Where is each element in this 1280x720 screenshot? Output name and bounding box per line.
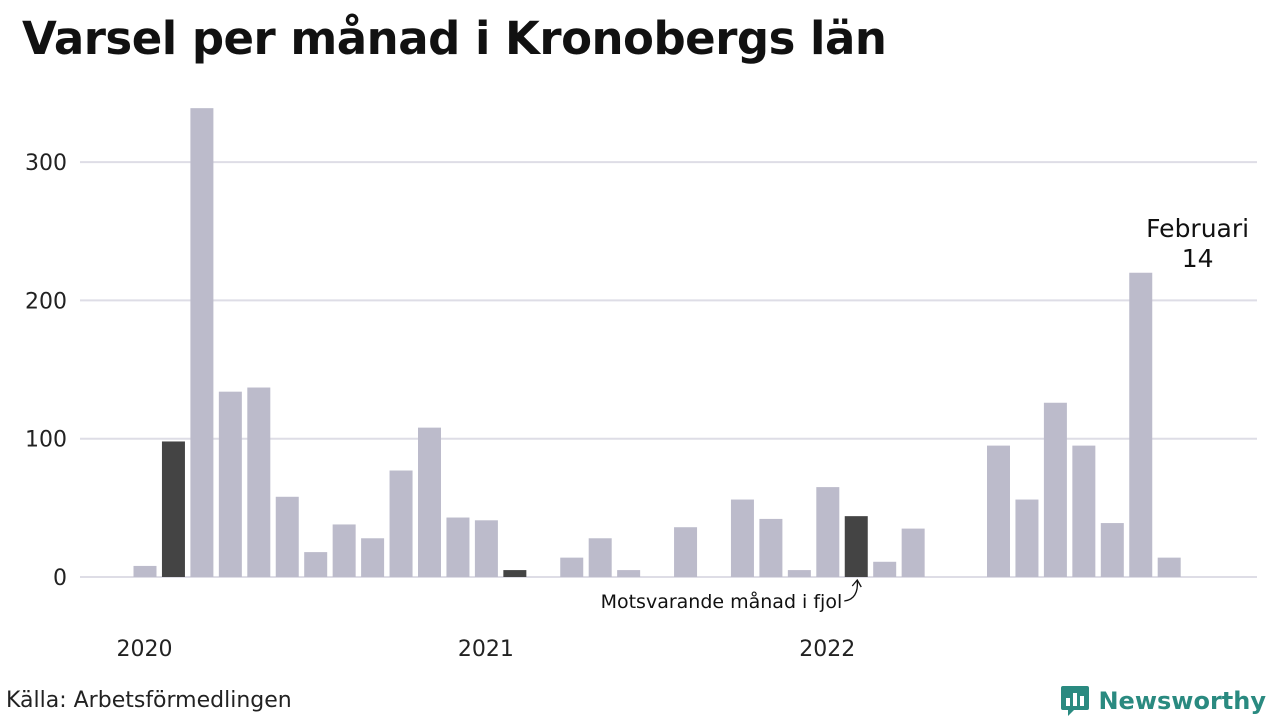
last-year-annotation: Motsvarande månad i fjol <box>601 590 843 613</box>
bar-2020-04 <box>218 391 242 577</box>
bar-2020-11 <box>418 427 441 577</box>
bar-2020-03 <box>190 108 214 578</box>
newsworthy-logo-icon <box>1061 686 1090 716</box>
bar-2020-09 <box>361 538 385 577</box>
bar-2020-12 <box>446 517 470 577</box>
bar-2021-05 <box>588 538 612 577</box>
bar-2020-07 <box>304 552 328 577</box>
bar-2021-10 <box>730 499 754 577</box>
brand: Newsworthy <box>1060 684 1266 718</box>
bar-2020-02 <box>161 441 185 577</box>
bar-2021-01 <box>474 520 498 577</box>
bars <box>133 108 1181 578</box>
last-year-arrow <box>844 580 859 602</box>
bar-2022-07 <box>987 445 1010 577</box>
bar-2022-09 <box>1043 402 1067 577</box>
bar-2022-03 <box>873 561 897 577</box>
y-axis: 0 100 200 300 <box>25 151 67 591</box>
x-axis: 2020 2021 2022 <box>117 637 856 662</box>
bar-2020-06 <box>275 496 299 577</box>
bar-2022-11 <box>1100 523 1124 577</box>
bar-2021-08 <box>674 527 698 577</box>
x-tick-label: 2020 <box>117 637 173 662</box>
y-tick-label: 300 <box>25 151 67 176</box>
bar-2023-01 <box>1157 557 1181 577</box>
brand-name: Newsworthy <box>1098 687 1266 715</box>
bar-2022-01 <box>816 487 840 577</box>
bar-chart: 0 100 200 300 2020 2021 2022 Februari 14 Mots… <box>25 108 1257 662</box>
bar-2022-10 <box>1072 445 1096 577</box>
bar-2020-01 <box>133 565 157 577</box>
bar-2021-06 <box>617 570 641 577</box>
y-tick-label: 100 <box>25 428 67 453</box>
bar-2022-02 <box>844 516 868 577</box>
bar-2021-02 <box>503 570 527 577</box>
bar-2020-10 <box>389 470 413 577</box>
bar-2021-12 <box>787 570 811 577</box>
x-tick-label: 2021 <box>458 637 514 662</box>
bar-2020-08 <box>332 524 356 577</box>
annotations: Februari 14 Motsvarande månad i fjol <box>601 214 1250 613</box>
page-title: Varsel per månad i Kronobergs län <box>22 12 887 65</box>
y-tick-label: 200 <box>25 289 67 314</box>
bar-2021-11 <box>759 518 783 577</box>
bar-2020-05 <box>247 387 271 577</box>
bar-2021-04 <box>560 557 584 577</box>
current-value-annotation: 14 <box>1182 244 1214 273</box>
current-month-annotation: Februari <box>1146 214 1249 243</box>
x-tick-label: 2022 <box>799 637 855 662</box>
bar-2022-08 <box>1015 499 1039 577</box>
last-year-arrowhead <box>851 578 862 588</box>
bar-2022-12 <box>1129 272 1153 577</box>
y-tick-label: 0 <box>53 566 67 591</box>
source-note: Källa: Arbetsförmedlingen <box>6 688 292 713</box>
bar-2022-04 <box>901 528 925 577</box>
